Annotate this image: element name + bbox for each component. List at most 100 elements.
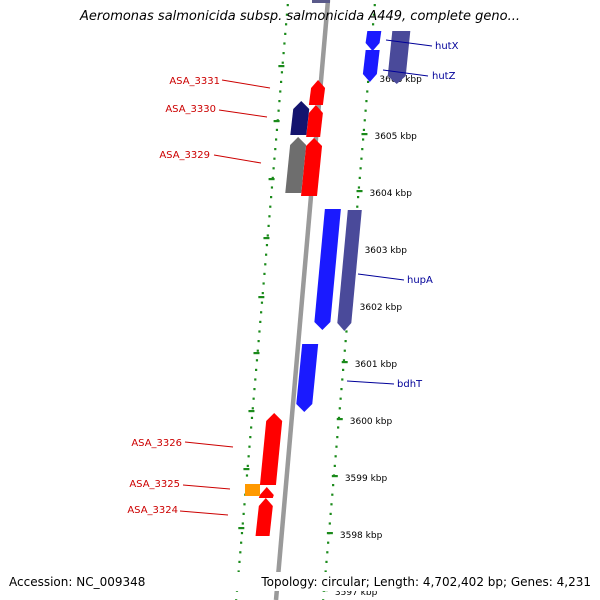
clipped-gene-top xyxy=(312,0,330,3)
outer-dotted-ring xyxy=(356,205,359,208)
gene-asa-3325-short xyxy=(258,487,274,498)
inner-dotted-ring xyxy=(268,215,271,218)
outer-dotted-ring xyxy=(340,388,343,391)
inner-dotted-ring xyxy=(264,263,267,266)
gene-hutX-homolog xyxy=(387,31,411,84)
inner-dotted-ring xyxy=(281,61,284,64)
accession-text: Accession: NC_009348 xyxy=(9,575,146,589)
inner-dotted-ring xyxy=(243,503,246,506)
outer-dotted-ring xyxy=(357,186,361,189)
inner-dotted-ring xyxy=(279,90,282,93)
outer-dotted-ring xyxy=(366,90,369,93)
inner-dotted-ring xyxy=(271,176,274,179)
inner-dotted-ring xyxy=(260,301,264,304)
gene-label-forward: bdhT xyxy=(397,379,423,390)
label-connector xyxy=(182,484,231,490)
inner-dotted-ring xyxy=(285,13,289,16)
inner-dotted-ring xyxy=(239,551,242,554)
inner-dotted-ring xyxy=(279,80,283,83)
inner-dotted-ring xyxy=(240,532,244,535)
scale-tick-mark xyxy=(356,190,363,193)
inner-dotted-ring xyxy=(251,407,254,410)
inner-tick-mark xyxy=(263,237,270,240)
inner-dotted-ring xyxy=(280,71,284,74)
inner-dotted-ring xyxy=(238,560,241,563)
outer-dotted-ring xyxy=(361,148,364,151)
outer-dotted-ring xyxy=(336,436,339,439)
inner-dotted-ring xyxy=(255,368,258,371)
outer-dotted-ring xyxy=(358,176,361,179)
inner-dotted-ring xyxy=(286,4,289,7)
label-connector xyxy=(179,510,229,516)
inner-dotted-ring xyxy=(260,311,263,314)
gene-label-forward: hutX xyxy=(435,41,459,52)
gene-label-reverse: ASA_3329 xyxy=(159,150,210,161)
scale-tick-mark xyxy=(341,361,348,364)
gene-asa-3330 xyxy=(306,105,323,137)
inner-dotted-ring xyxy=(250,426,253,429)
gene-label-forward: hutZ xyxy=(432,71,456,82)
inner-dotted-ring xyxy=(267,224,270,227)
inner-dotted-ring xyxy=(240,541,243,544)
inner-dotted-ring xyxy=(250,416,254,419)
inner-dotted-ring xyxy=(247,455,250,458)
inner-dotted-ring xyxy=(252,397,255,400)
inner-dotted-ring xyxy=(262,282,265,285)
gene-hutZ xyxy=(362,50,380,82)
gene-asa-3329-homolog xyxy=(285,137,307,193)
outer-dotted-ring xyxy=(341,378,344,381)
inner-dotted-ring xyxy=(284,32,287,35)
outer-dotted-ring xyxy=(365,100,368,103)
outer-dotted-ring xyxy=(327,541,330,544)
inner-dotted-ring xyxy=(266,234,269,237)
label-connector xyxy=(218,109,268,118)
outer-dotted-ring xyxy=(345,330,348,333)
outer-dotted-ring xyxy=(335,445,338,448)
gene-label-reverse: ASA_3325 xyxy=(129,479,180,490)
scale-tick-label: 3601 kbp xyxy=(355,360,398,370)
inner-dotted-ring xyxy=(284,23,288,26)
scale-tick-label: 3602 kbp xyxy=(360,303,403,313)
inner-dotted-ring xyxy=(261,292,264,295)
label-connector xyxy=(382,69,429,77)
inner-dotted-ring xyxy=(246,464,249,467)
label-connector xyxy=(184,441,234,448)
outer-dotted-ring xyxy=(366,80,370,83)
scale-tick-mark xyxy=(326,532,333,535)
outer-dotted-ring xyxy=(360,157,363,160)
inner-dotted-ring xyxy=(277,109,280,112)
outer-dotted-ring xyxy=(359,167,362,170)
inner-tick-mark xyxy=(253,352,260,355)
scale-tick-label: 3600 kbp xyxy=(350,417,393,427)
scale-tick-label: 3605 kbp xyxy=(374,132,417,142)
inner-tick-mark xyxy=(273,120,280,123)
inner-dotted-ring xyxy=(275,128,279,131)
map-title: Aeromonas salmonicida subsp. salmonicida… xyxy=(80,9,520,24)
scale-tick-mark xyxy=(331,475,338,478)
outer-dotted-ring xyxy=(329,512,332,515)
label-connector xyxy=(213,154,262,164)
outer-dotted-ring xyxy=(332,484,335,487)
inner-dotted-ring xyxy=(242,512,245,515)
outer-dotted-ring xyxy=(330,503,333,506)
gene-hutX xyxy=(365,31,382,51)
inner-tick-mark xyxy=(243,468,250,471)
inner-dotted-ring xyxy=(273,157,276,160)
outer-dotted-ring xyxy=(325,560,328,563)
outer-dotted-ring xyxy=(343,349,346,352)
inner-dotted-ring xyxy=(282,52,285,55)
inner-dotted-ring xyxy=(256,349,259,352)
outer-dotted-ring xyxy=(372,13,376,16)
inner-dotted-ring xyxy=(274,148,277,151)
inner-dotted-ring xyxy=(249,436,252,439)
gene-asa-3326 xyxy=(259,413,283,485)
outer-dotted-ring xyxy=(337,416,341,419)
scale-tick-label: 3599 kbp xyxy=(345,474,388,484)
inner-dotted-ring xyxy=(237,570,240,573)
gene-label-reverse: ASA_3330 xyxy=(165,104,216,115)
scale-tick-mark xyxy=(361,133,368,136)
inner-tick-mark xyxy=(268,178,275,181)
inner-dotted-ring xyxy=(269,205,272,208)
outer-dotted-ring xyxy=(357,196,360,199)
